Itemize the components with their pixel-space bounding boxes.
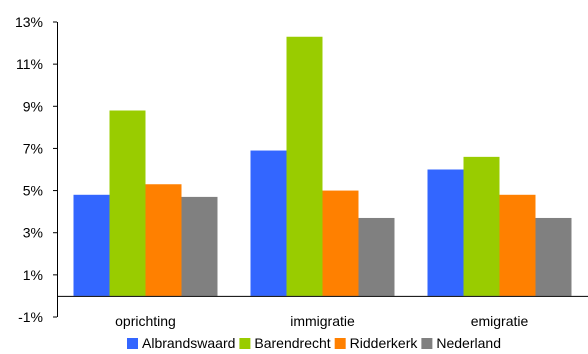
y-tick-label: 7% bbox=[23, 140, 43, 156]
y-tick-label: -1% bbox=[18, 309, 43, 325]
bar-barendrecht-emigratie bbox=[463, 156, 500, 296]
y-tick-label: 3% bbox=[23, 225, 43, 241]
bar-barendrecht-immigratie bbox=[286, 36, 323, 296]
x-axis-labels: oprichting immigratie emigratie bbox=[115, 313, 528, 329]
bar-nederland-immigratie bbox=[358, 217, 395, 296]
bar-barendrecht-oprichting bbox=[109, 110, 146, 296]
bar-albrandswaard-oprichting bbox=[73, 194, 110, 296]
legend: Albrandswaard Barendrecht Ridderkerk Nederl… bbox=[127, 335, 501, 351]
bars bbox=[73, 36, 572, 296]
legend-label: Ridderkerk bbox=[350, 335, 419, 351]
bar-nederland-oprichting bbox=[181, 196, 218, 296]
bar-ridderkerk-oprichting bbox=[145, 184, 182, 296]
bar-albrandswaard-immigratie bbox=[250, 150, 287, 296]
y-tick-label: 13% bbox=[15, 14, 43, 30]
legend-label: Nederland bbox=[436, 335, 501, 351]
legend-swatch-albrandswaard bbox=[127, 338, 139, 349]
legend-swatch-barendrecht bbox=[239, 338, 251, 349]
bar-ridderkerk-emigratie bbox=[499, 194, 536, 296]
x-category-label: immigratie bbox=[290, 313, 355, 329]
legend-swatch-nederland bbox=[421, 338, 433, 349]
y-tick-label: 9% bbox=[23, 98, 43, 114]
legend-label: Barendrecht bbox=[254, 335, 330, 351]
y-tick-label: 11% bbox=[16, 56, 43, 72]
y-tick-label: 5% bbox=[23, 183, 43, 199]
y-axis: -1% 1% 3% 5% 7% 9% 11% 13% bbox=[15, 14, 58, 325]
legend-swatch-ridderkerk bbox=[334, 338, 346, 349]
bar-ridderkerk-immigratie bbox=[322, 190, 359, 296]
bar-albrandswaard-emigratie bbox=[427, 169, 464, 296]
legend-label: Albrandswaard bbox=[142, 335, 235, 351]
x-category-label: emigratie bbox=[471, 313, 529, 329]
x-category-label: oprichting bbox=[115, 313, 176, 329]
bar-nederland-emigratie bbox=[535, 217, 572, 296]
y-tick-label: 1% bbox=[23, 267, 43, 283]
